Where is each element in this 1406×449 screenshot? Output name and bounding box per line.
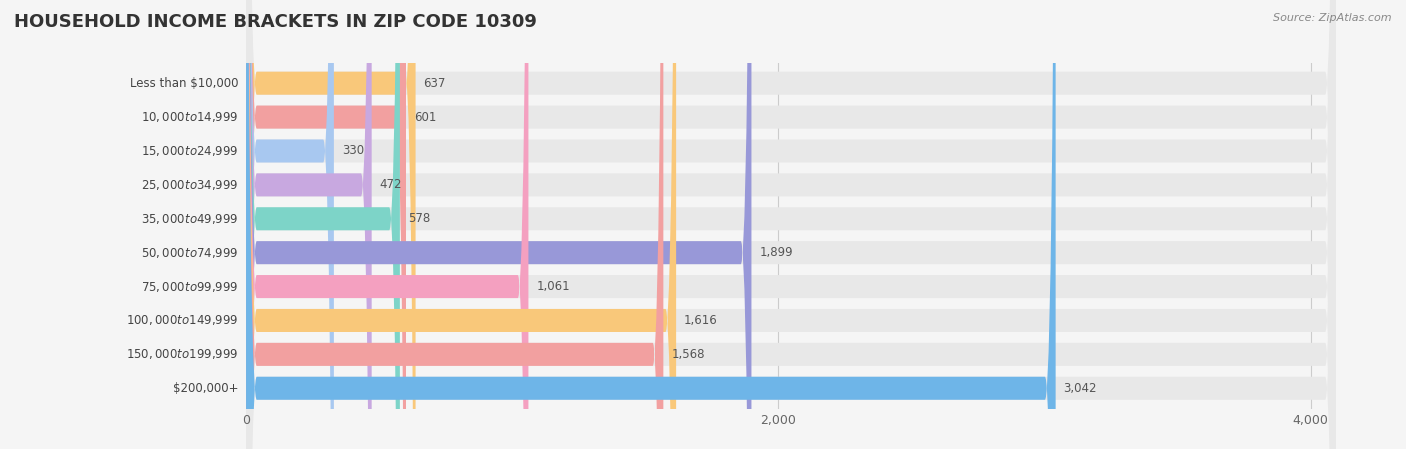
Text: Less than $10,000: Less than $10,000 [129,77,238,90]
FancyBboxPatch shape [246,0,399,449]
FancyBboxPatch shape [246,0,1336,449]
FancyBboxPatch shape [246,0,1336,449]
FancyBboxPatch shape [246,0,416,449]
FancyBboxPatch shape [246,0,1336,449]
Text: $10,000 to $14,999: $10,000 to $14,999 [141,110,238,124]
Text: 601: 601 [413,110,436,123]
FancyBboxPatch shape [246,0,1336,449]
Text: 472: 472 [380,178,402,191]
Text: Source: ZipAtlas.com: Source: ZipAtlas.com [1274,13,1392,23]
Text: 3,042: 3,042 [1063,382,1097,395]
FancyBboxPatch shape [246,0,1336,449]
Text: 637: 637 [423,77,446,90]
FancyBboxPatch shape [246,0,371,449]
FancyBboxPatch shape [246,0,406,449]
FancyBboxPatch shape [246,0,1336,449]
Text: $35,000 to $49,999: $35,000 to $49,999 [141,212,238,226]
Text: $75,000 to $99,999: $75,000 to $99,999 [141,280,238,294]
FancyBboxPatch shape [246,0,1336,449]
Text: 578: 578 [408,212,430,225]
Text: $100,000 to $149,999: $100,000 to $149,999 [125,313,238,327]
FancyBboxPatch shape [246,0,1056,449]
FancyBboxPatch shape [246,0,1336,449]
Text: 1,568: 1,568 [671,348,704,361]
Text: 1,899: 1,899 [759,246,793,259]
Text: $200,000+: $200,000+ [173,382,238,395]
Text: 1,616: 1,616 [685,314,718,327]
Text: $50,000 to $74,999: $50,000 to $74,999 [141,246,238,260]
Text: 1,061: 1,061 [537,280,569,293]
FancyBboxPatch shape [246,0,1336,449]
Text: HOUSEHOLD INCOME BRACKETS IN ZIP CODE 10309: HOUSEHOLD INCOME BRACKETS IN ZIP CODE 10… [14,13,537,31]
Text: $150,000 to $199,999: $150,000 to $199,999 [125,348,238,361]
Text: 330: 330 [342,145,364,158]
FancyBboxPatch shape [246,0,676,449]
FancyBboxPatch shape [246,0,333,449]
Text: $25,000 to $34,999: $25,000 to $34,999 [141,178,238,192]
FancyBboxPatch shape [246,0,529,449]
FancyBboxPatch shape [246,0,751,449]
FancyBboxPatch shape [246,0,664,449]
Text: $15,000 to $24,999: $15,000 to $24,999 [141,144,238,158]
FancyBboxPatch shape [246,0,1336,449]
